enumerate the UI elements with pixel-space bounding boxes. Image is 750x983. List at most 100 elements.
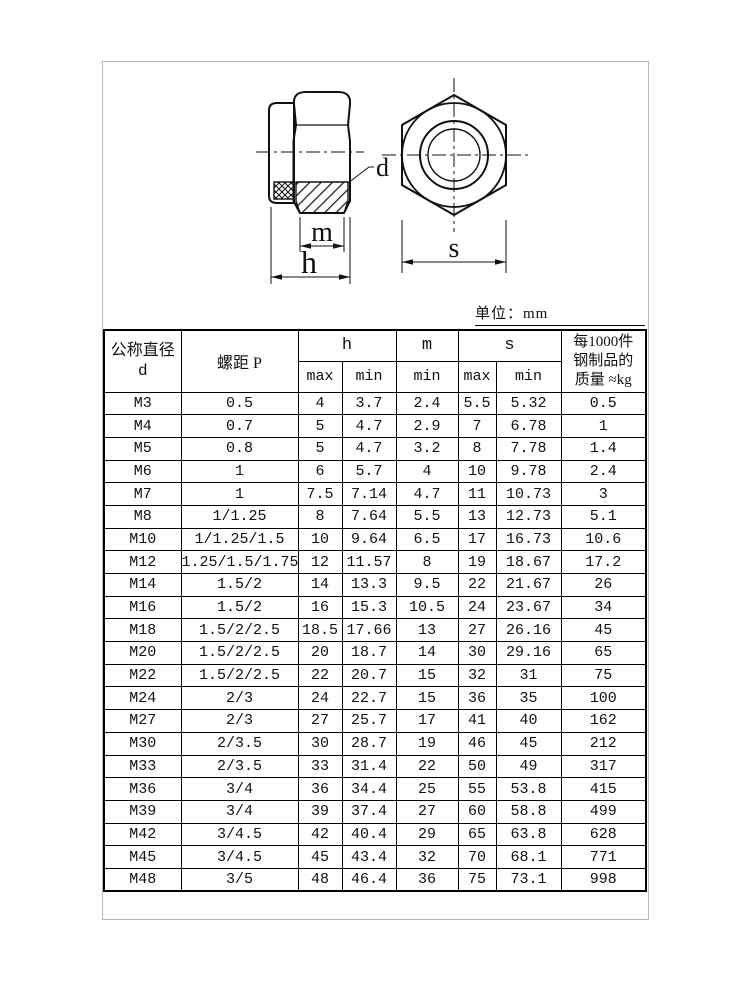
table-cell: 24 — [297, 686, 343, 711]
label-s: s — [449, 233, 460, 264]
table-cell: 16 — [297, 595, 343, 620]
table-row: M5 0.8 5 4.7 3.2 8 7.78 1.4 — [103, 436, 647, 461]
table-cell: 50 — [457, 754, 497, 779]
table-cell: 4.7 — [341, 436, 397, 461]
table-cell: 28.7 — [341, 731, 397, 756]
table-row: M12 1.25/1.5/1.75 12 11.57 8 19 18.67 17.2 — [103, 550, 647, 574]
body-dome — [292, 91, 352, 126]
table-cell: 19 — [395, 731, 459, 756]
table-cell: 27 — [457, 618, 497, 643]
table-cell: 14 — [395, 641, 459, 665]
label-h: h — [301, 244, 317, 280]
table-cell: 36 — [395, 867, 459, 892]
table-cell: 17 — [395, 709, 459, 733]
table-cell: 40 — [495, 709, 562, 733]
table-cell: 29 — [395, 822, 459, 847]
table-cell: 13.3 — [341, 573, 397, 597]
table-cell: 2.9 — [395, 414, 459, 438]
header-m: m — [395, 329, 459, 362]
table-cell: 42 — [297, 822, 343, 847]
table-cell: 18.67 — [495, 550, 562, 574]
table-row: M22 1.5/2/2.5 22 20.7 15 32 31 75 — [103, 663, 647, 688]
table-cell: 11 — [457, 482, 497, 506]
table-cell: 6.5 — [395, 527, 459, 552]
table-cell: 39 — [297, 799, 343, 824]
table-cell: 1 — [180, 482, 299, 506]
table-cell: M48 — [103, 867, 182, 892]
table-cell: 0.5 — [560, 391, 647, 416]
table-cell: 22 — [457, 573, 497, 597]
table-cell: 20 — [297, 641, 343, 665]
table-cell: 43.4 — [341, 845, 397, 869]
table-cell: 11.57 — [341, 550, 397, 574]
header-h-max: max — [297, 360, 343, 393]
table-cell: 32 — [457, 663, 497, 688]
table-cell: 13 — [395, 618, 459, 643]
table-row: M14 1.5/2 14 13.3 9.5 22 21.67 26 — [103, 573, 647, 597]
table-row: M18 1.5/2/2.5 18.5 17.66 13 27 26.16 45 — [103, 618, 647, 643]
table-cell: 6 — [297, 459, 343, 484]
table-cell: M30 — [103, 731, 182, 756]
table-row: M10 1/1.25/1.5 10 9.64 6.5 17 16.73 10.6 — [103, 527, 647, 552]
table-cell: 58.8 — [495, 799, 562, 824]
table-cell: 15 — [395, 686, 459, 711]
table-cell: 73.1 — [495, 867, 562, 892]
header-nominal-diameter: 公称直径 d — [103, 329, 182, 393]
table-cell: 13 — [457, 504, 497, 529]
table-cell: 36 — [297, 777, 343, 801]
table-cell: 34.4 — [341, 777, 397, 801]
unit-label: 单位：mm — [475, 304, 645, 326]
table-cell: 2/3 — [180, 709, 299, 733]
table-cell: 5.5 — [395, 504, 459, 529]
table-cell: 1.4 — [560, 436, 647, 461]
table-cell: 100 — [560, 686, 647, 711]
table-cell: 8 — [457, 436, 497, 461]
table-cell: 5.7 — [341, 459, 397, 484]
table-cell: 5 — [297, 436, 343, 461]
table-cell: M4 — [103, 414, 182, 438]
table-cell: 162 — [560, 709, 647, 733]
table-cell: 5.1 — [560, 504, 647, 529]
nylon-section-hatch — [273, 181, 295, 200]
table-cell: 0.8 — [180, 436, 299, 461]
table-row: M16 1.5/2 16 15.3 10.5 24 23.67 34 — [103, 595, 647, 620]
header-nominal-diameter-cjk: 公称直径 — [110, 342, 175, 360]
table-cell: 3/4 — [180, 777, 299, 801]
chamfer-circle — [401, 102, 507, 208]
table-cell: 12.73 — [495, 504, 562, 529]
table-cell: 17.2 — [560, 550, 647, 574]
table-cell: 1.25/1.5/1.75 — [180, 550, 299, 574]
table-cell: M42 — [103, 822, 182, 847]
table-cell: 771 — [560, 845, 647, 869]
header-weight-line2: 钢制品的 — [573, 352, 634, 369]
table-cell: 10 — [297, 527, 343, 552]
table-cell: 22.7 — [341, 686, 397, 711]
table-row: M8 1/1.25 8 7.64 5.5 13 12.73 5.1 — [103, 504, 647, 529]
table-cell: 18.5 — [297, 618, 343, 643]
table-cell: 1 — [180, 459, 299, 484]
table-cell: M12 — [103, 550, 182, 574]
table-row: M30 2/3.5 30 28.7 19 46 45 212 — [103, 731, 647, 756]
table-cell: 212 — [560, 731, 647, 756]
header-weight: 每1000件 钢制品的 质量 ≈kg — [560, 329, 647, 393]
table-cell: 68.1 — [495, 845, 562, 869]
table-cell: 7.14 — [341, 482, 397, 506]
header-h-min: min — [341, 360, 397, 393]
table-cell: 55 — [457, 777, 497, 801]
nut-drawing: d m h s — [256, 78, 528, 284]
table-cell: 70 — [457, 845, 497, 869]
collar-outline — [268, 102, 295, 204]
table-cell: 7.5 — [297, 482, 343, 506]
table-row: M4 0.7 5 4.7 2.9 7 6.78 1 — [103, 414, 647, 438]
table-cell: 1 — [560, 414, 647, 438]
table-cell: 3 — [560, 482, 647, 506]
h-dimension — [270, 207, 351, 284]
table-cell: 3/5 — [180, 867, 299, 892]
spec-table-header: 公称直径 d 螺距 P h m s 每1000件 钢制品的 质量 ≈kg m — [103, 329, 647, 393]
table-row: M24 2/3 24 22.7 15 36 35 100 — [103, 686, 647, 711]
table-cell: 75 — [560, 663, 647, 688]
table-row: M48 3/5 48 46.4 36 75 73.1 998 — [103, 867, 647, 892]
table-cell: 499 — [560, 799, 647, 824]
spec-table: 公称直径 d 螺距 P h m s 每1000件 钢制品的 质量 ≈kg m — [103, 329, 648, 893]
table-row: M33 2/3.5 33 31.4 22 50 49 317 — [103, 754, 647, 779]
